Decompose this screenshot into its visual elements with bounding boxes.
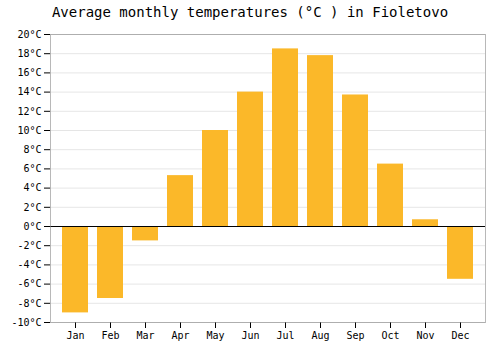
svg-text:Jun: Jun <box>241 330 259 341</box>
svg-text:18°C: 18°C <box>17 48 41 59</box>
svg-text:-6°C: -6°C <box>17 278 41 289</box>
svg-text:14°C: 14°C <box>17 86 41 97</box>
svg-text:Oct: Oct <box>381 330 399 341</box>
svg-text:20°C: 20°C <box>17 29 41 40</box>
svg-text:4°C: 4°C <box>23 182 41 193</box>
svg-text:16°C: 16°C <box>17 67 41 78</box>
svg-text:Jul: Jul <box>276 330 294 341</box>
svg-text:-4°C: -4°C <box>17 259 41 270</box>
svg-text:8°C: 8°C <box>23 144 41 155</box>
svg-text:-8°C: -8°C <box>17 298 41 309</box>
svg-text:Jan: Jan <box>66 330 84 341</box>
svg-text:-10°C: -10°C <box>11 317 41 328</box>
svg-text:Aug: Aug <box>311 330 329 341</box>
svg-text:May: May <box>206 330 224 341</box>
html-text:Average monthly temperatures (: Average monthly temperatures (°C ) in Fi… <box>51 4 449 20</box>
svg-text:Apr: Apr <box>171 330 189 341</box>
svg-text:Feb: Feb <box>101 330 119 341</box>
svg-text:6°C: 6°C <box>23 163 41 174</box>
svg-text:Dec: Dec <box>451 330 469 341</box>
svg-text:0°C: 0°C <box>23 221 41 232</box>
svg-text:2°C: 2°C <box>23 202 41 213</box>
svg-text:Mar: Mar <box>136 330 154 341</box>
svg-text:Sep: Sep <box>346 330 364 341</box>
svg-text:12°C: 12°C <box>17 106 41 117</box>
svg-text:Nov: Nov <box>416 330 434 341</box>
svg-text:-2°C: -2°C <box>17 240 41 251</box>
svg-text:10°C: 10°C <box>17 125 41 136</box>
